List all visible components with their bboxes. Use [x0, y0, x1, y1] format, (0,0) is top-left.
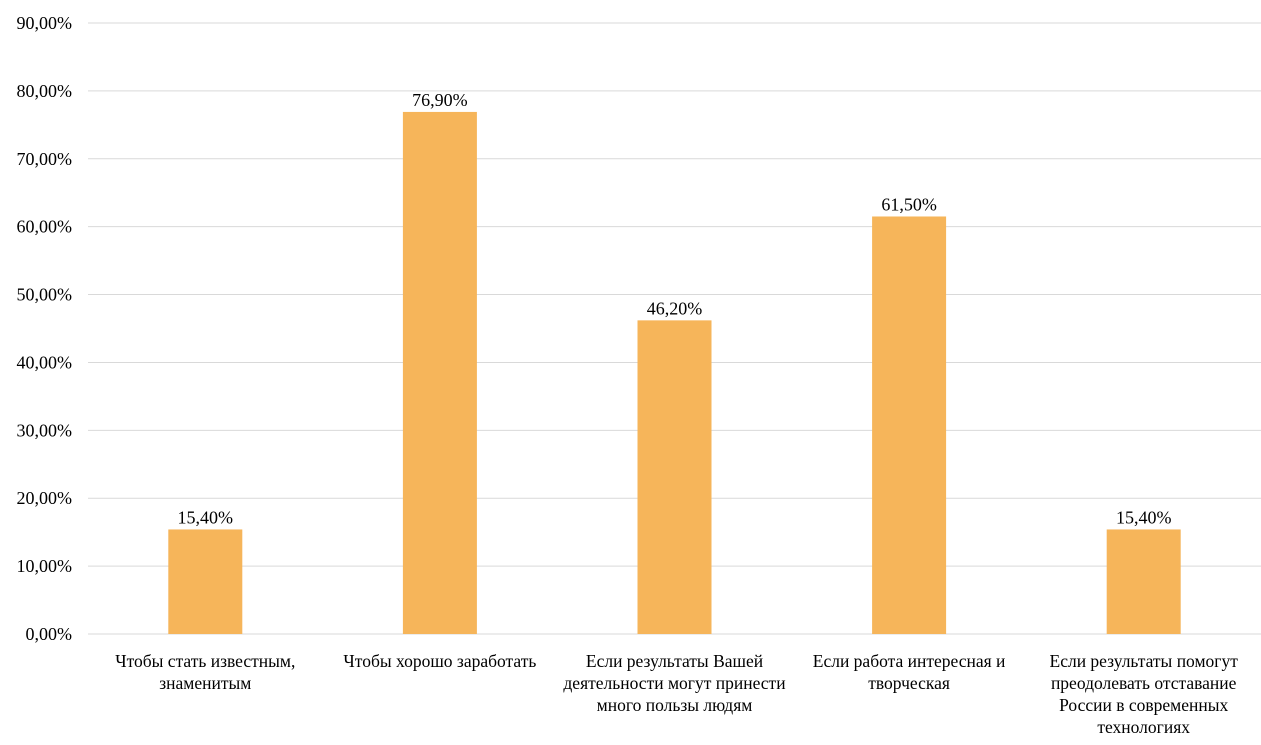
y-tick-label: 80,00% — [17, 81, 73, 101]
y-tick-label: 30,00% — [17, 420, 73, 440]
x-category-label: Чтобы хорошо заработать — [343, 651, 537, 671]
y-tick-label: 90,00% — [17, 13, 73, 33]
data-label: 15,40% — [1116, 507, 1172, 527]
bar — [168, 529, 243, 634]
data-label: 46,20% — [647, 298, 703, 318]
x-category-label: Если работа интересная и творческая — [812, 651, 1006, 693]
bar — [1106, 529, 1181, 634]
data-label: 15,40% — [178, 507, 234, 527]
y-tick-label: 0,00% — [26, 624, 73, 644]
bar — [637, 320, 712, 634]
x-category-label: Чтобы стать известным, знаменитым — [115, 651, 296, 693]
bar — [402, 111, 477, 634]
bar — [872, 216, 947, 634]
data-label: 76,90% — [412, 90, 468, 110]
y-tick-label: 50,00% — [17, 285, 73, 305]
y-tick-label: 60,00% — [17, 217, 73, 237]
y-tick-label: 20,00% — [17, 488, 73, 508]
y-tick-label: 10,00% — [17, 556, 73, 576]
x-category-label: Если результаты помогут преодолевать отс… — [1049, 651, 1238, 737]
x-category-label: Если результаты Вашей деятельности могут… — [563, 651, 786, 715]
data-label: 61,50% — [881, 194, 937, 214]
y-tick-label: 70,00% — [17, 149, 73, 169]
y-tick-label: 40,00% — [17, 352, 73, 372]
